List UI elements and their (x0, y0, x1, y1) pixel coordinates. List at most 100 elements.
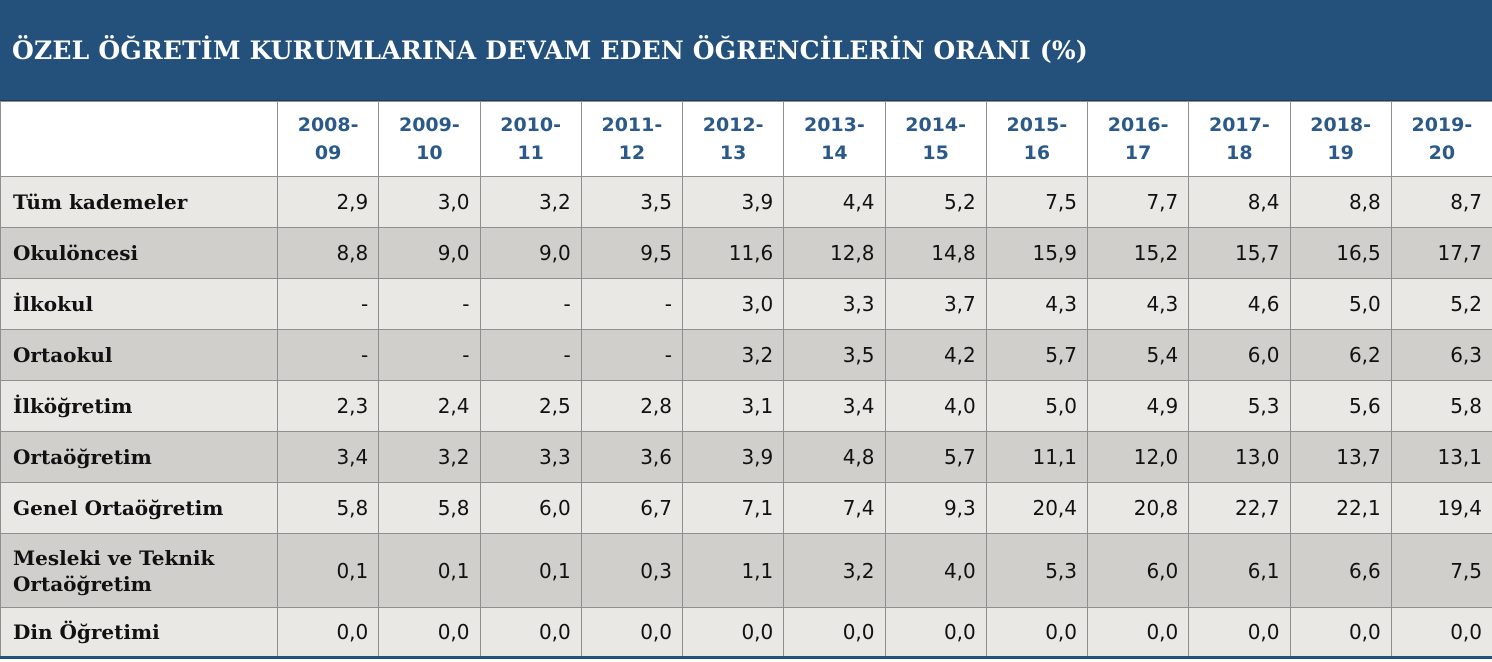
table-cell: 0,0 (1086, 607, 1190, 659)
table-cell: 2,3 (276, 380, 380, 432)
table-cell: 9,5 (580, 227, 684, 279)
column-header-bottom: 14 (821, 142, 848, 164)
table-cell: 3,9 (681, 176, 785, 228)
table-cell: 3,4 (276, 431, 380, 483)
column-header: 2014- 15 (884, 101, 987, 177)
table-cell: 5,7 (884, 431, 987, 483)
table-row: Genel Ortaöğretim 5,8 5,8 6,0 6,7 7,1 7,4 9,3 20… (0, 482, 1492, 534)
row-label-line: Genel Ortaöğretim (13, 496, 224, 520)
table-cell: 4,4 (783, 176, 886, 228)
table-cell: 5,2 (884, 176, 987, 228)
table-cell: - (378, 329, 481, 381)
column-header-top: 2019- (1411, 114, 1473, 136)
column-header-top: 2011- (601, 114, 663, 136)
row-label: İlkokul (0, 278, 278, 330)
column-header: 2016- 17 (1086, 101, 1190, 177)
table-row: Okulöncesi 8,8 9,0 9,0 9,5 11,6 12,8 14,8 15,9 15… (0, 227, 1492, 279)
column-header-top: 2018- (1310, 114, 1372, 136)
table-cell: - (276, 278, 380, 330)
table-cell: 8,8 (276, 227, 380, 279)
table-cell: 0,0 (1188, 607, 1291, 659)
table-cell: 6,0 (1086, 533, 1190, 608)
table-cell: 20,4 (985, 482, 1089, 534)
table-cell: 4,9 (1086, 380, 1190, 432)
table-cell: 4,0 (884, 533, 987, 608)
column-header: 2012- 13 (681, 101, 785, 177)
column-header-label: 2010- 11 (496, 111, 566, 167)
header-corner-cell (0, 101, 278, 177)
column-header: 2009- 10 (378, 101, 481, 177)
table-cell: 2,9 (276, 176, 380, 228)
table-cell: 0,3 (580, 533, 684, 608)
table-cell: 6,6 (1289, 533, 1392, 608)
table-cell: 4,3 (1086, 278, 1190, 330)
table-cell: - (479, 329, 582, 381)
table-cell: 7,4 (783, 482, 886, 534)
row-label-line: Ortaokul (13, 343, 113, 367)
table-cell: 13,1 (1390, 431, 1492, 483)
table-cell: 6,2 (1289, 329, 1392, 381)
row-label-line: Okulöncesi (13, 241, 139, 265)
table-cell: - (580, 278, 684, 330)
table-cell: 7,1 (681, 482, 785, 534)
column-header-label: 2008- 09 (293, 111, 363, 167)
table-cell: 13,7 (1289, 431, 1392, 483)
table-cell: 3,2 (681, 329, 785, 381)
table-cell: 4,6 (1188, 278, 1291, 330)
table-cell: 1,1 (681, 533, 785, 608)
column-header-top: 2016- (1107, 114, 1169, 136)
table-cell: 3,2 (479, 176, 582, 228)
table-cell: 3,3 (783, 278, 886, 330)
table-cell: 0,1 (479, 533, 582, 608)
table-cell: 2,8 (580, 380, 684, 432)
row-label-line: İlköğretim (13, 394, 133, 418)
row-label: İlköğretim (0, 380, 278, 432)
column-header: 2019- 20 (1390, 101, 1492, 177)
table-cell: 3,5 (783, 329, 886, 381)
column-header-bottom: 12 (618, 142, 646, 164)
column-header-label: 2015- 16 (1002, 111, 1072, 167)
table-title: ÖZEL ÖĞRETİM KURUMLARINA DEVAM EDEN ÖĞRE… (12, 35, 1088, 65)
table-cell: 5,8 (276, 482, 380, 534)
column-header-bottom: 13 (719, 142, 747, 164)
table-row: Din Öğretimi 0,0 0,0 0,0 0,0 0,0 0,0 0,0 0,0 0,0 0… (0, 607, 1492, 659)
table-cell: 5,4 (1086, 329, 1190, 381)
table-cell: 0,0 (681, 607, 785, 659)
table-cell: 5,8 (378, 482, 481, 534)
column-header: 2013- 14 (783, 101, 886, 177)
table-cell: 6,3 (1390, 329, 1492, 381)
table-cell: 5,0 (1289, 278, 1392, 330)
table-row: Mesleki ve Teknik Ortaöğretim 0,1 0,1 0,1 0,3… (0, 533, 1492, 608)
column-header: 2010- 11 (479, 101, 582, 177)
table-cell: 15,2 (1086, 227, 1190, 279)
column-header-top: 2017- (1208, 114, 1270, 136)
column-header-label: 2018- 19 (1306, 111, 1376, 167)
column-header-label: 2019- 20 (1407, 111, 1477, 167)
header-row: 2008- 09 2009- 10 2010- 11 2011- 12 2012- 13 2013-… (0, 101, 1492, 177)
table-cell: 22,7 (1188, 482, 1291, 534)
row-label-line: İlkokul (13, 292, 94, 316)
column-header-top: 2013- (803, 114, 865, 136)
row-label-line: Din Öğretimi (13, 620, 160, 644)
table-cell: 3,4 (783, 380, 886, 432)
column-header-bottom: 10 (416, 142, 443, 164)
table-cell: 15,9 (985, 227, 1089, 279)
row-label: Mesleki ve Teknik Ortaöğretim (0, 533, 278, 608)
column-header: 2018- 19 (1289, 101, 1392, 177)
table-cell: 2,4 (378, 380, 481, 432)
table-cell: 4,3 (985, 278, 1089, 330)
table-cell: 0,0 (1390, 607, 1492, 659)
table-row: Tüm kademeler 2,9 3,0 3,2 3,5 3,9 4,4 5,2 7,5 7,7… (0, 176, 1492, 228)
table-cell: 3,7 (884, 278, 987, 330)
column-header-top: 2009- (398, 114, 460, 136)
table-cell: - (580, 329, 684, 381)
row-label: Ortaokul (0, 329, 278, 381)
table-cell: 11,1 (985, 431, 1089, 483)
column-header-top: 2008- (297, 114, 359, 136)
column-header: 2017- 18 (1188, 101, 1291, 177)
table-cell: 5,3 (985, 533, 1089, 608)
table-cell: 7,5 (985, 176, 1089, 228)
table-cell: 6,0 (1188, 329, 1291, 381)
table-cell: 0,0 (1289, 607, 1392, 659)
column-header-top: 2012- (702, 114, 764, 136)
